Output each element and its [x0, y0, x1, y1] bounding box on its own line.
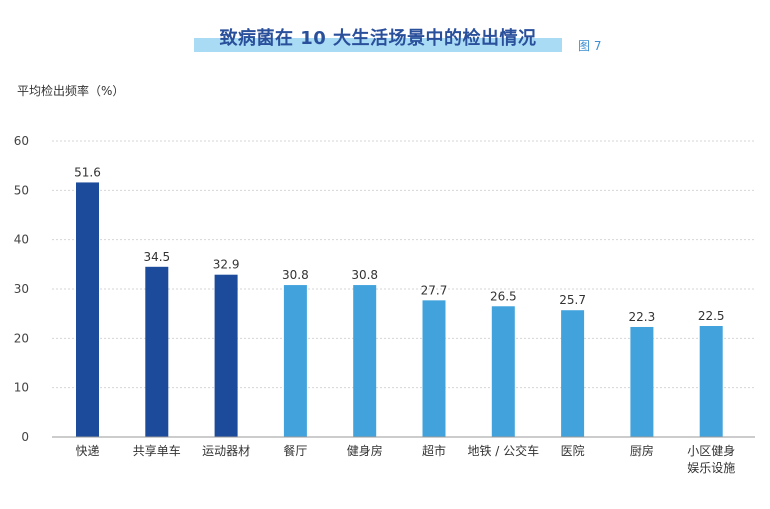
bar [353, 285, 377, 437]
bar [630, 326, 654, 437]
value-label: 25.7 [559, 293, 586, 307]
bar [145, 266, 169, 437]
x-tick-label: 快递 [75, 444, 99, 458]
x-tick-label: 小区健身 [687, 443, 735, 458]
bar [76, 182, 99, 437]
y-tick-label: 10 [14, 381, 29, 395]
value-label: 30.8 [351, 268, 378, 282]
x-tick-label: 娱乐设施 [687, 461, 735, 475]
y-tick-label: 40 [14, 233, 29, 247]
bar [491, 306, 515, 437]
y-tick-label: 0 [21, 430, 29, 444]
x-tick-label: 超市 [422, 443, 446, 458]
bars [76, 182, 723, 437]
y-tick-label: 60 [14, 134, 29, 148]
x-tick-label: 餐厅 [283, 443, 307, 458]
bar [561, 310, 585, 437]
x-tick-label: 厨房 [630, 443, 654, 458]
value-label: 26.5 [490, 289, 517, 303]
y-tick-labels: 0 10 20 30 40 50 60 [14, 134, 29, 444]
x-tick-label: 共享单车 [133, 443, 181, 458]
bar [699, 326, 723, 437]
chart-title: 致病菌在 10 大生活场景中的检出情况 [219, 28, 537, 49]
value-label: 22.5 [698, 309, 725, 323]
x-tick-label: 地铁 / 公交车 [467, 443, 539, 458]
value-label: 51.6 [74, 165, 101, 179]
x-tick-label: 运动器材 [202, 444, 250, 458]
y-tick-label: 30 [14, 282, 29, 296]
value-label: 34.5 [143, 250, 170, 264]
x-tick-label: 健身房 [347, 443, 383, 458]
figure-number: 图 7 [578, 39, 602, 53]
title-highlight-band [194, 38, 562, 52]
value-labels: 51.6 34.5 32.9 30.8 30.8 27.7 26.5 25.7 22.3 22.5 [74, 165, 724, 324]
y-tick-label: 20 [14, 331, 29, 345]
bar [283, 285, 307, 437]
bar [214, 274, 238, 437]
y-tick-label: 50 [14, 183, 29, 197]
value-label: 27.7 [421, 283, 448, 297]
value-label: 32.9 [213, 258, 240, 272]
bar [422, 300, 446, 437]
value-label: 30.8 [282, 268, 309, 282]
y-axis-label: 平均检出频率（%） [17, 84, 125, 98]
value-label: 22.3 [629, 310, 656, 324]
x-tick-label: 医院 [561, 444, 585, 458]
